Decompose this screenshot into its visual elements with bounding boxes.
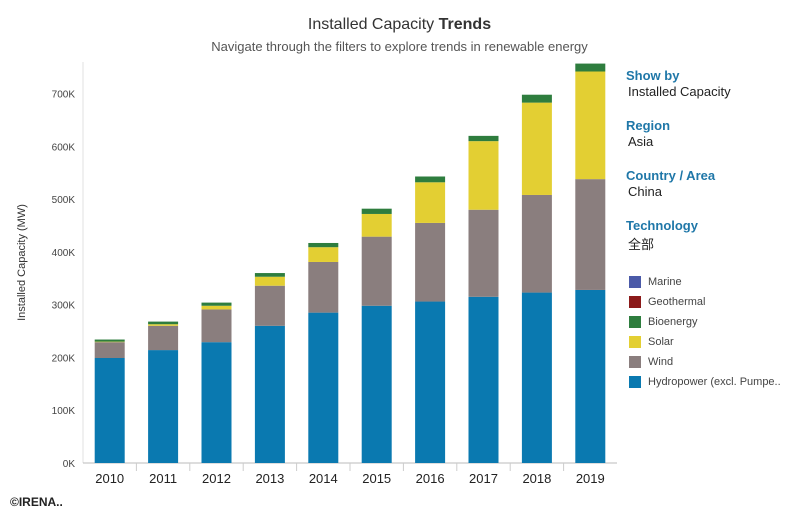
bar-segment-wind-2017 — [468, 209, 499, 297]
bar-segment-solar-2014 — [308, 247, 339, 262]
bar-segment-bioenergy-2010 — [94, 339, 125, 342]
bar-segment-wind-2018 — [521, 194, 552, 293]
bar-segment-solar-2018 — [521, 102, 552, 195]
legend-swatch-marine — [629, 276, 641, 288]
bar-segment-wind-2010 — [94, 342, 125, 359]
bar-segment-bioenergy-2017 — [468, 135, 499, 142]
bar-segment-wind-2016 — [415, 222, 446, 302]
bar-segment-solar-2017 — [468, 141, 499, 210]
bar-segment-hydropower-2011 — [148, 350, 179, 463]
filter-show-by-label: Show by — [626, 68, 680, 83]
copyright: ©IRENA.. — [10, 495, 63, 509]
legend-label-solar: Solar — [648, 336, 674, 348]
legend-item-hydropower[interactable]: Hydropower (excl. Pumpe.. — [629, 372, 781, 392]
bar-segment-hydropower-2018 — [521, 292, 552, 463]
bar-segment-hydropower-2015 — [361, 305, 392, 463]
filter-technology-label: Technology — [626, 218, 698, 233]
x-tick-label: 2019 — [576, 471, 605, 486]
y-tick-label: 300K — [52, 301, 76, 312]
legend-swatch-wind — [629, 356, 641, 368]
bar-segment-bioenergy-2013 — [254, 273, 285, 277]
bar-segment-wind-2019 — [575, 179, 606, 290]
legend-label-geothermal: Geothermal — [648, 296, 706, 308]
y-tick-label: 600K — [52, 142, 76, 153]
filter-technology-value[interactable]: 全部 — [628, 237, 655, 252]
bar-segment-hydropower-2014 — [308, 312, 339, 463]
bar-segment-solar-2012 — [201, 305, 232, 310]
x-tick-label: 2017 — [469, 471, 498, 486]
legend-swatch-solar — [629, 336, 641, 348]
x-tick-label: 2013 — [255, 471, 284, 486]
filter-region-value[interactable]: Asia — [628, 134, 654, 149]
y-axis-title: Installed Capacity (MW) — [16, 204, 28, 321]
y-tick-label: 700K — [52, 90, 76, 101]
bar-segment-bioenergy-2015 — [361, 208, 392, 214]
y-tick-label: 400K — [52, 248, 76, 259]
bar-segment-wind-2015 — [361, 236, 392, 306]
bar-segment-solar-2013 — [254, 276, 285, 286]
chart-title: Installed Capacity Trends — [0, 16, 799, 34]
filter-region-label: Region — [626, 118, 671, 133]
filter-show-by-value[interactable]: Installed Capacity — [628, 84, 731, 99]
legend-item-bioenergy[interactable]: Bioenergy — [629, 312, 781, 332]
y-tick-label: 500K — [52, 195, 76, 206]
legend-label-marine: Marine — [648, 276, 682, 288]
x-tick-label: 2015 — [362, 471, 391, 486]
x-tick-label: 2014 — [309, 471, 338, 486]
legend-swatch-hydropower — [629, 376, 641, 388]
x-tick-label: 2018 — [522, 471, 551, 486]
y-tick-label: 0K — [63, 459, 76, 470]
chart: 0K 100K 200K 300K 400K 500K 600K 700K Installed … — [16, 62, 617, 486]
bar-segment-hydropower-2017 — [468, 296, 499, 463]
y-tick-label: 200K — [52, 353, 76, 364]
y-tick-label: 100K — [52, 406, 76, 417]
bar-segment-hydropower-2012 — [201, 342, 232, 463]
bar-segment-bioenergy-2011 — [148, 321, 179, 325]
bar-segment-solar-2016 — [415, 182, 446, 223]
legend-label-wind: Wind — [648, 356, 674, 368]
bar-segment-solar-2019 — [575, 71, 606, 180]
bar-segment-hydropower-2013 — [254, 325, 285, 463]
legend-item-marine[interactable]: Marine — [629, 272, 781, 292]
legend-item-solar[interactable]: Solar — [629, 332, 781, 352]
bar-segment-wind-2013 — [254, 285, 285, 326]
x-tick-label: 2011 — [149, 471, 177, 486]
legend-item-wind[interactable]: Wind — [629, 352, 781, 372]
x-tick-label: 2010 — [95, 471, 124, 486]
bar-segment-hydropower-2019 — [575, 289, 606, 463]
x-tick-label: 2012 — [202, 471, 231, 486]
chart-subtitle: Navigate through the filters to explore … — [211, 39, 588, 54]
bar-segment-bioenergy-2012 — [201, 302, 232, 306]
bar-segment-bioenergy-2014 — [308, 242, 339, 248]
bar-segment-wind-2011 — [148, 325, 179, 351]
legend: Marine Geothermal Bioenergy Solar Wind H… — [629, 272, 781, 392]
bar-segment-solar-2010 — [94, 341, 125, 343]
bar-segment-bioenergy-2016 — [415, 176, 446, 183]
legend-swatch-geothermal — [629, 296, 641, 308]
bar-segment-hydropower-2010 — [94, 358, 125, 463]
bar-segment-solar-2015 — [361, 213, 392, 237]
bar-segment-bioenergy-2018 — [521, 94, 552, 103]
filter-country-value[interactable]: China — [628, 184, 662, 199]
legend-label-hydropower: Hydropower (excl. Pumpe.. — [648, 376, 781, 388]
filter-country-label: Country / Area — [626, 168, 716, 183]
bar-segment-solar-2011 — [148, 324, 179, 326]
legend-item-geothermal[interactable]: Geothermal — [629, 292, 781, 312]
bar-segment-wind-2012 — [201, 309, 232, 343]
filter-panel: Show by Installed Capacity Region Asia C… — [626, 68, 796, 272]
legend-swatch-bioenergy — [629, 316, 641, 328]
x-tick-label: 2016 — [416, 471, 445, 486]
bar-segment-wind-2014 — [308, 261, 339, 313]
title-prefix: Installed Capacity — [307, 16, 435, 33]
bar-segment-hydropower-2016 — [415, 301, 446, 463]
title-bold: Trends — [438, 16, 492, 33]
bar-segment-bioenergy-2019 — [575, 63, 606, 72]
legend-label-bioenergy: Bioenergy — [648, 316, 698, 328]
